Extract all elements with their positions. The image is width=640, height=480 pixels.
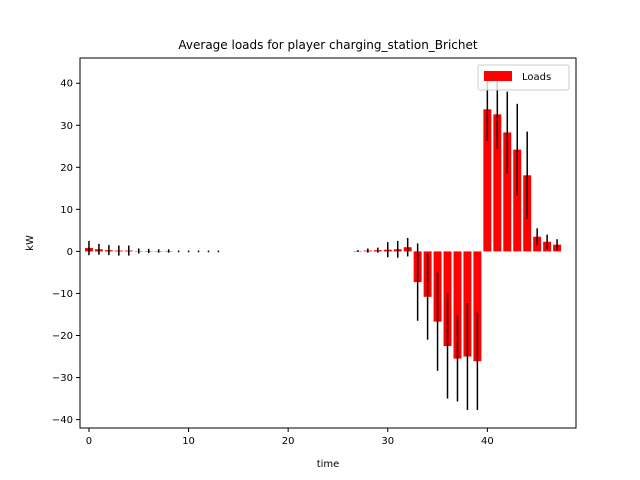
plot-frame [79, 57, 577, 429]
x-tick-label: 40 [481, 436, 494, 447]
y-tick-label: −10 [52, 289, 73, 300]
y-tick-label: −30 [52, 373, 73, 384]
y-tick-label: −20 [52, 331, 73, 342]
x-tick-label: 0 [86, 436, 92, 447]
x-tick-label: 30 [381, 436, 394, 447]
bar-group [84, 109, 562, 362]
y-tick-label: 0 [67, 247, 73, 258]
legend: Loads [477, 64, 570, 91]
y-axis-label: kW [25, 235, 36, 251]
x-tick-label: 20 [282, 436, 295, 447]
bar [453, 251, 462, 359]
y-axis-ticks: −40 −30 −20 −10 0 10 20 30 40 [52, 79, 80, 426]
chart-title: Average loads for player charging_statio… [178, 38, 477, 52]
y-tick-label: 20 [60, 163, 73, 174]
bar [513, 149, 522, 252]
bar [503, 132, 512, 252]
x-axis-label: time [317, 459, 340, 470]
y-tick-label: 30 [60, 121, 73, 132]
x-tick-label: 10 [182, 436, 195, 447]
y-tick-label: 10 [60, 205, 73, 216]
y-tick-label: −40 [52, 415, 73, 426]
y-tick-label: 40 [60, 79, 73, 90]
bar [483, 109, 492, 252]
bar [473, 251, 482, 362]
legend-label-loads: Loads [522, 72, 551, 83]
legend-swatch-loads [484, 71, 512, 81]
x-axis-ticks: 0 10 20 30 40 [86, 428, 494, 447]
bar [493, 114, 502, 252]
